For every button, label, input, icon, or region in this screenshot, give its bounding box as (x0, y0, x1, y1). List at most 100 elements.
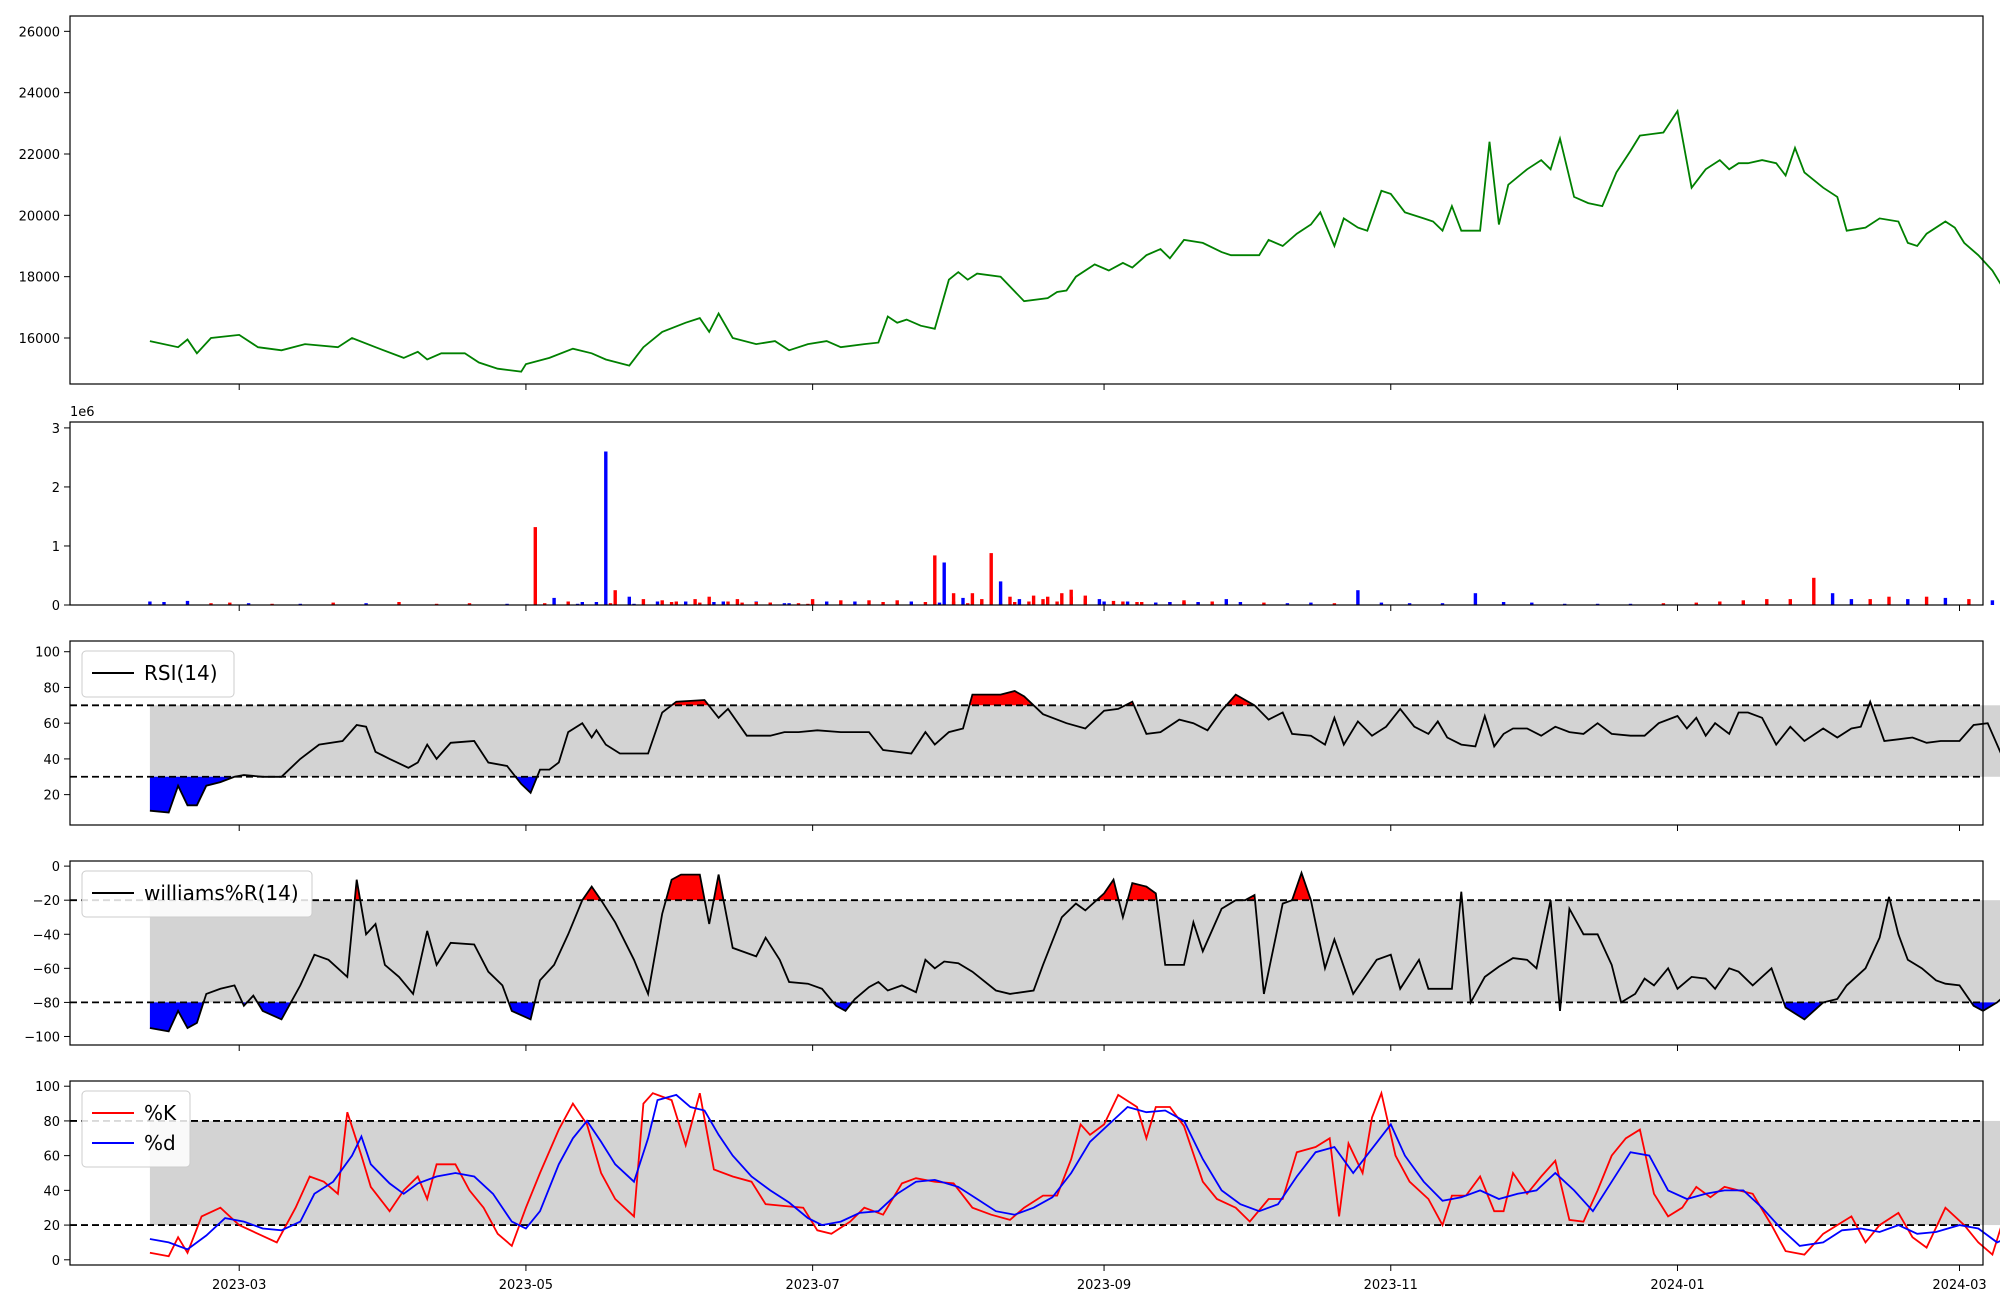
volume-bar (951, 593, 956, 605)
volume-bar (937, 602, 942, 605)
rsi-band (149, 705, 2000, 777)
williams-oversold-fill (257, 1002, 291, 1020)
volume-bar (810, 599, 815, 605)
volume-bar (1140, 602, 1144, 605)
volume-bar (740, 602, 744, 605)
volume-bar (712, 602, 716, 605)
volume-bar (923, 602, 928, 605)
volume-bar (1694, 602, 1698, 605)
rsi-panel: RSI(14) 20 40 60 80 100 (35, 640, 2000, 831)
volume-bar (1830, 593, 1835, 605)
stochastic-legend (81, 1090, 191, 1168)
volume-bar (1440, 603, 1445, 605)
stochastic-legend-label: %K (144, 1101, 177, 1125)
volume-frame (69, 421, 1984, 606)
volume-bar (895, 600, 899, 605)
volume-bar (1008, 596, 1012, 605)
volume-bar (1812, 577, 1816, 605)
volume-bar (1379, 602, 1384, 605)
stochastic-frame (69, 1080, 1984, 1266)
volume-bar (1182, 600, 1186, 605)
volume-bar (966, 603, 970, 605)
volume-bar (707, 596, 711, 605)
volume-bar (1041, 599, 1045, 605)
volume-bar (1868, 599, 1872, 605)
price-ytick-label: 18000 (19, 271, 60, 286)
volume-bar (1765, 599, 1769, 605)
volume-bar (1046, 596, 1050, 605)
williams-overbought-fill (1127, 883, 1156, 901)
volume-bar (1356, 590, 1360, 605)
volume-bar (1661, 603, 1666, 605)
williams-oversold-fill (1971, 1002, 1997, 1011)
price-ytick-label: 22000 (19, 148, 60, 163)
williams-frame (69, 860, 1984, 1046)
volume-bar (1718, 601, 1722, 605)
volume-bar (867, 600, 871, 605)
volume-bar (1990, 600, 1995, 605)
volume-bar (543, 603, 547, 605)
volume-bar (998, 581, 1003, 605)
williams-oversold-fill (508, 1002, 534, 1020)
volume-bar (533, 527, 537, 605)
williams-ytick-label: 0 (52, 860, 60, 875)
volume-bar (726, 601, 730, 605)
williams-overbought-fill (582, 886, 601, 901)
price-ytick-label: 26000 (19, 25, 60, 40)
volume-bar (655, 601, 660, 605)
volume-bar (1309, 602, 1313, 605)
volume-bar (1238, 602, 1243, 605)
volume-bar (825, 601, 829, 605)
volume-bar (1788, 599, 1792, 605)
williams-oversold-fill (149, 1002, 203, 1032)
volume-bar (1210, 601, 1214, 605)
williams-overbought-fill (1292, 874, 1310, 901)
volume-bar (162, 602, 166, 605)
volume-bar (782, 603, 787, 605)
volume-bar (970, 593, 975, 605)
stochastic-legend-label: %d (144, 1131, 176, 1155)
volume-bar (1741, 600, 1745, 605)
volume-bar (364, 603, 368, 605)
volume-bar (693, 599, 697, 605)
volume-bar (768, 602, 772, 605)
williams-band (149, 900, 2000, 1003)
volume-bar (641, 599, 646, 605)
volume-bar (669, 602, 674, 605)
volume-ytick-label: 0 (52, 599, 60, 614)
volume-bar (1102, 601, 1106, 605)
stochastic-panel: %K %d 0 20 40 60 80 100 (35, 1080, 2000, 1271)
volume-ytick-label: 3 (52, 422, 60, 437)
volume-bar (1060, 593, 1064, 605)
volume-bar (989, 553, 993, 605)
volume-bar (1017, 599, 1022, 605)
volume-bar (909, 601, 913, 605)
volume-bar (185, 600, 190, 605)
stochastic-ytick-label: 40 (43, 1184, 60, 1199)
williams-overbought-fill (713, 876, 723, 901)
volume-scale-label: 1e6 (70, 405, 95, 420)
volume-ytick-label: 2 (52, 481, 60, 496)
volume-bar (1055, 601, 1059, 605)
rsi-frame (69, 640, 1984, 826)
rsi-ytick-label: 20 (43, 789, 60, 804)
stochastic-ytick-label: 0 (52, 1254, 60, 1269)
volume-bar (1530, 602, 1534, 605)
rsi-ytick-label: 100 (35, 646, 60, 661)
xtick-label: 2024-03 (1932, 1278, 1986, 1293)
volume-bar (796, 603, 801, 605)
volume-bar (228, 602, 232, 605)
volume-bar (566, 601, 570, 605)
williams-ytick-label: −80 (33, 996, 60, 1011)
volume-bar (1125, 601, 1130, 605)
volume-bar (1013, 602, 1017, 605)
volume-bar (735, 599, 740, 605)
volume-bar (980, 599, 984, 605)
volume-bar (684, 601, 688, 605)
rsi-legend-label: RSI(14) (144, 661, 218, 685)
williams-ytick-label: −20 (33, 894, 60, 909)
volume-bar (674, 601, 678, 605)
volume-bar (1168, 602, 1172, 605)
